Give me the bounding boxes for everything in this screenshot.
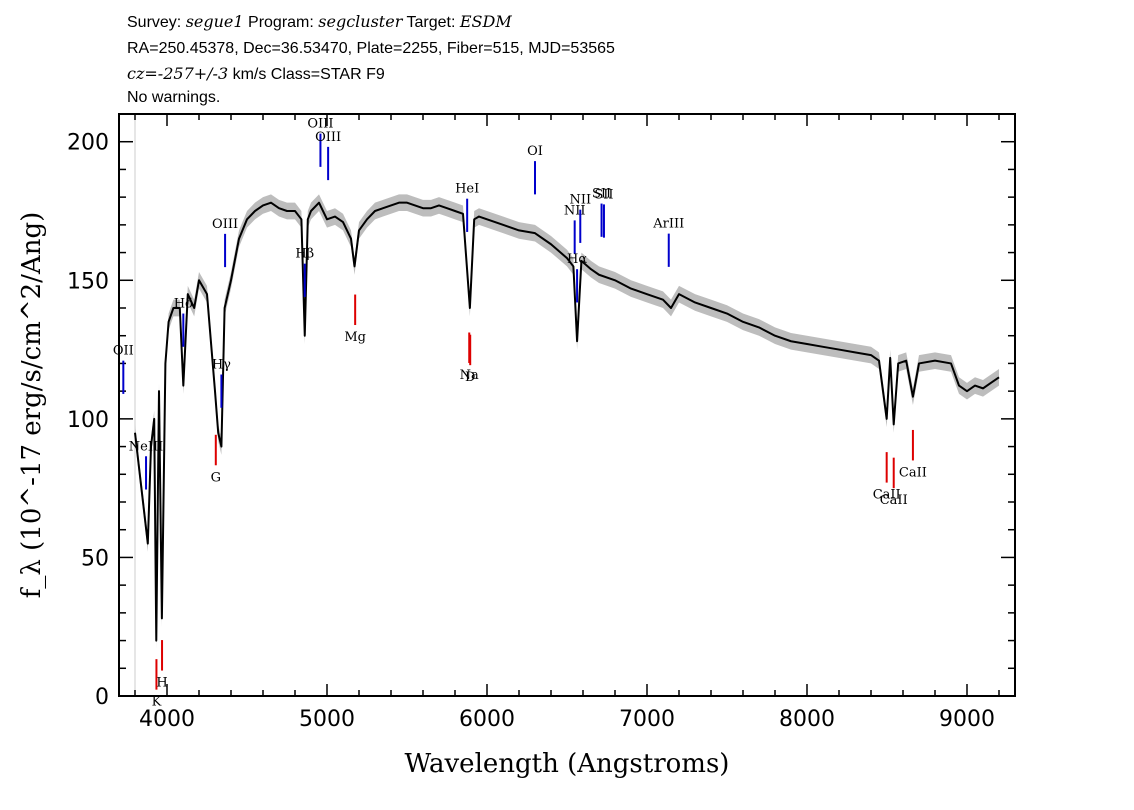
header-line-survey: Survey: segue1 Program: segcluster Targe…: [127, 12, 512, 33]
survey-value: segue1: [185, 12, 244, 31]
target-value: ESDM: [459, 12, 512, 31]
y-tick-label: 200: [67, 131, 109, 156]
y-axis-label: f_λ (10^-17 erg/s/cm^2/Ang): [17, 212, 47, 598]
x-tick-label: 5000: [299, 707, 355, 732]
emission-line-label: OIII: [307, 117, 333, 132]
absorption-line-label: G: [211, 470, 221, 485]
y-tick-label: 150: [67, 269, 109, 294]
emission-line-label: NII: [569, 193, 591, 208]
emission-line-label: SII: [594, 187, 613, 202]
class-value: km/s Class=STAR F9: [232, 66, 385, 83]
emission-line-label: Hδ: [174, 297, 193, 312]
header-line-redshift: cz=-257+/-3 km/s Class=STAR F9: [127, 64, 385, 85]
y-tick-label: 0: [95, 685, 109, 710]
absorption-line-label: Na: [460, 368, 479, 383]
emission-line-label: SII: [592, 187, 611, 202]
absorption-line-label: H: [156, 676, 167, 691]
emission-line-label: Hγ: [212, 358, 231, 373]
x-tick-label: 4000: [139, 707, 195, 732]
emission-line-label: Hα: [567, 252, 587, 267]
absorption-line-label: Mg: [344, 330, 366, 345]
cz-value: cz=-257+/-3: [127, 64, 229, 83]
y-tick-label: 100: [67, 408, 109, 433]
program-label: Program:: [248, 14, 314, 31]
spectrum-line: [134, 201, 1000, 642]
x-tick-label: 7000: [619, 707, 675, 732]
x-tick-label: 8000: [779, 707, 835, 732]
emission-line-label: HeI: [455, 182, 479, 197]
absorption-line-label: CaII: [873, 488, 901, 503]
plot-frame: [118, 113, 1016, 697]
survey-label: Survey:: [127, 14, 182, 31]
emission-line-label: Hβ: [295, 247, 314, 262]
absorption-line-label: CaII: [880, 493, 908, 508]
absorption-line-label: K: [152, 695, 162, 710]
header-line-warnings: No warnings.: [127, 89, 221, 106]
emission-line-label: NeIII: [129, 439, 163, 454]
emission-line-label: OI: [527, 144, 543, 159]
emission-line-label: OIII: [315, 130, 341, 145]
header-line-coordinates: RA=250.45378, Dec=36.53470, Plate=2255, …: [127, 40, 615, 57]
emission-line-label: ArIII: [652, 217, 684, 232]
x-tick-label: 9000: [939, 707, 995, 732]
absorption-line-label: D: [465, 370, 475, 385]
emission-line-label: OIII: [212, 217, 238, 232]
x-axis-label: Wavelength (Angstroms): [405, 749, 730, 779]
absorption-line-label: CaII: [899, 465, 927, 480]
x-tick-label: 6000: [459, 707, 515, 732]
program-value: segcluster: [318, 12, 403, 31]
emission-line-label: OII: [113, 344, 134, 359]
target-label: Target:: [406, 14, 456, 31]
y-tick-label: 50: [81, 546, 109, 571]
